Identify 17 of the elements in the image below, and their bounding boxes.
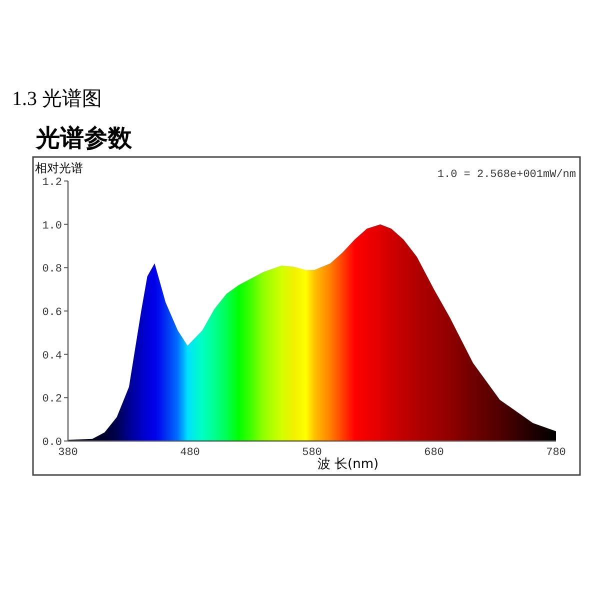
y-tick-label: 1.0 <box>42 220 62 232</box>
y-tick-label: 0.6 <box>42 307 62 319</box>
y-axis-title: 相对光谱 <box>35 161 83 175</box>
y-tick-label: 0.2 <box>42 394 62 406</box>
chart-title: 1.3 光谱图 <box>12 88 102 110</box>
x-axis-title: 波 长(nm) <box>317 457 379 472</box>
y-tick-label: 0.4 <box>42 350 62 362</box>
x-tick-label: 680 <box>424 447 444 459</box>
x-tick-label: 580 <box>302 447 322 459</box>
x-tick-label: 380 <box>58 447 78 459</box>
y-tick-label: 0.0 <box>42 437 62 449</box>
y-tick-label: 0.8 <box>42 264 62 276</box>
x-tick-label: 480 <box>180 447 200 459</box>
chart-subtitle: 光谱参数 <box>35 125 133 152</box>
text: 1.0 = 2.568e+001mW/nm <box>437 169 576 181</box>
x-tick-label: 780 <box>546 447 566 459</box>
y-tick-label: 1.2 <box>42 177 62 189</box>
